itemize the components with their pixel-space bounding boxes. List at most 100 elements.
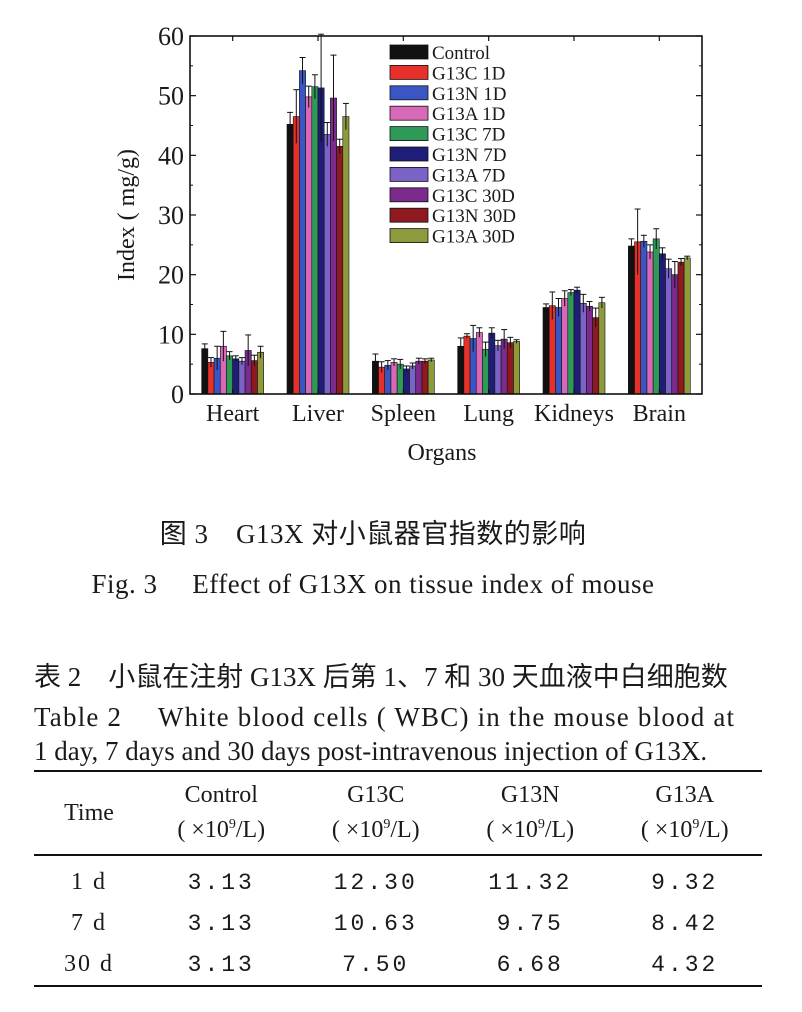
bar xyxy=(506,342,514,395)
legend-swatch xyxy=(389,105,429,121)
header-g13c: G13C( ×109/L) xyxy=(331,782,420,843)
bar xyxy=(299,70,306,395)
bar xyxy=(403,368,410,395)
bar xyxy=(561,298,569,395)
bar xyxy=(579,303,587,395)
bar xyxy=(573,289,581,395)
legend-label: G13A 7D xyxy=(432,165,505,186)
figure-caption-en: Fig. 3 Effect of G13X on tissue index of… xyxy=(91,569,655,599)
x-axis-label: Organs xyxy=(408,440,477,466)
bar xyxy=(671,274,679,395)
bar xyxy=(232,358,240,395)
y-tick-label: 50 xyxy=(158,82,184,111)
x-tick-label: Spleen xyxy=(371,401,436,427)
x-tick-label: Brain xyxy=(633,401,686,427)
table-header-row: Time Control( ×109/L) G13C( ×109/L) G13N… xyxy=(34,771,762,855)
legend-swatch xyxy=(389,85,429,101)
table-cell: 9.75 xyxy=(496,910,564,937)
header-g13n: G13N( ×109/L) xyxy=(486,782,575,843)
bar xyxy=(342,116,350,395)
bar xyxy=(305,96,313,395)
legend-label: G13C 7D xyxy=(432,125,505,146)
table-cell-time: 7 d xyxy=(71,910,107,936)
legend-label: G13A 1D xyxy=(432,104,505,125)
x-tick-label: Heart xyxy=(206,401,260,427)
table-cell: 12.30 xyxy=(333,869,418,896)
bar xyxy=(598,302,606,395)
bar xyxy=(292,116,300,395)
legend-label: G13A 30D xyxy=(432,227,515,248)
legend-swatch xyxy=(389,44,429,60)
table-cell: 10.63 xyxy=(333,910,418,937)
header-control: Control( ×109/L) xyxy=(177,782,266,843)
header-g13a: G13A( ×109/L) xyxy=(640,782,729,843)
legend-label: Control xyxy=(432,43,490,64)
bar xyxy=(311,86,319,395)
bar xyxy=(542,307,550,395)
y-tick-label: 10 xyxy=(158,320,184,349)
y-tick-label: 40 xyxy=(158,141,184,170)
table-cell: 3.13 xyxy=(187,951,255,978)
header-time: Time xyxy=(64,799,114,826)
bar xyxy=(427,359,435,395)
y-tick-label: 0 xyxy=(171,380,184,409)
x-tick-label: Lung xyxy=(463,401,514,427)
bar xyxy=(323,134,331,395)
bar xyxy=(628,245,635,395)
figure-caption-cn: 图 3 G13X 对小鼠器官指数的影响 xyxy=(159,519,587,549)
table-row: 1 d 3.13 12.30 11.32 9.32 xyxy=(34,855,762,903)
bar xyxy=(409,365,417,395)
bar xyxy=(226,355,233,395)
bar xyxy=(415,360,423,395)
bar xyxy=(421,360,429,395)
bar xyxy=(488,332,496,395)
y-tick-label: 60 xyxy=(158,22,184,51)
y-tick-label: 20 xyxy=(158,261,184,290)
bar xyxy=(390,362,398,395)
bar xyxy=(652,238,660,395)
bar-chart: Heart Liver Spleen Lung Kidneys Brain 0 10 20 30 4… xyxy=(114,22,703,466)
bar xyxy=(677,261,685,395)
table-row: 7 d 3.13 10.63 9.75 8.42 xyxy=(34,903,762,944)
bar xyxy=(659,253,666,395)
bar xyxy=(257,351,264,395)
table-cell: 8.42 xyxy=(651,910,719,937)
bar xyxy=(640,240,648,395)
legend-label: G13C 30D xyxy=(432,186,515,207)
bar xyxy=(336,146,344,395)
bar xyxy=(475,332,483,395)
bar xyxy=(238,360,246,395)
legend-label: G13N 7D xyxy=(432,145,506,166)
legend-swatch xyxy=(389,166,429,182)
bar xyxy=(555,307,562,395)
table-cell: 7.50 xyxy=(342,951,410,978)
table-title-en-line2: 1 day, 7 days and 30 days post-intraveno… xyxy=(34,736,708,766)
legend-swatch xyxy=(389,228,429,244)
bar xyxy=(592,317,600,395)
bar xyxy=(646,251,654,395)
bar xyxy=(330,97,337,395)
legend-swatch xyxy=(389,146,429,162)
legend-swatch xyxy=(389,207,429,223)
y-tick-label: 30 xyxy=(158,201,184,230)
bar xyxy=(494,345,502,395)
bar xyxy=(567,292,575,395)
table-row: 30 d 3.13 7.50 6.68 4.32 xyxy=(34,944,762,986)
legend-label: G13N 30D xyxy=(432,206,516,227)
bar xyxy=(665,268,673,395)
table-cell: 9.32 xyxy=(651,869,719,896)
table-cell: 6.68 xyxy=(496,951,564,978)
y-axis-label: Index ( mg/g) xyxy=(114,149,140,281)
x-tick-label: Liver xyxy=(292,401,344,427)
bar xyxy=(286,124,294,395)
bar xyxy=(683,257,691,395)
bar xyxy=(201,348,209,395)
legend-label: G13N 1D xyxy=(432,84,506,105)
table-cell: 3.13 xyxy=(187,910,255,937)
table-title-en-line1: Table 2 White blood cells ( WBC) in the … xyxy=(34,702,736,732)
table-cell: 3.13 xyxy=(187,869,255,896)
wbc-table: Time Control( ×109/L) G13C( ×109/L) G13N… xyxy=(34,770,762,987)
legend-swatch xyxy=(389,187,429,203)
x-tick-label: Kidneys xyxy=(534,401,614,427)
bar xyxy=(463,335,471,395)
